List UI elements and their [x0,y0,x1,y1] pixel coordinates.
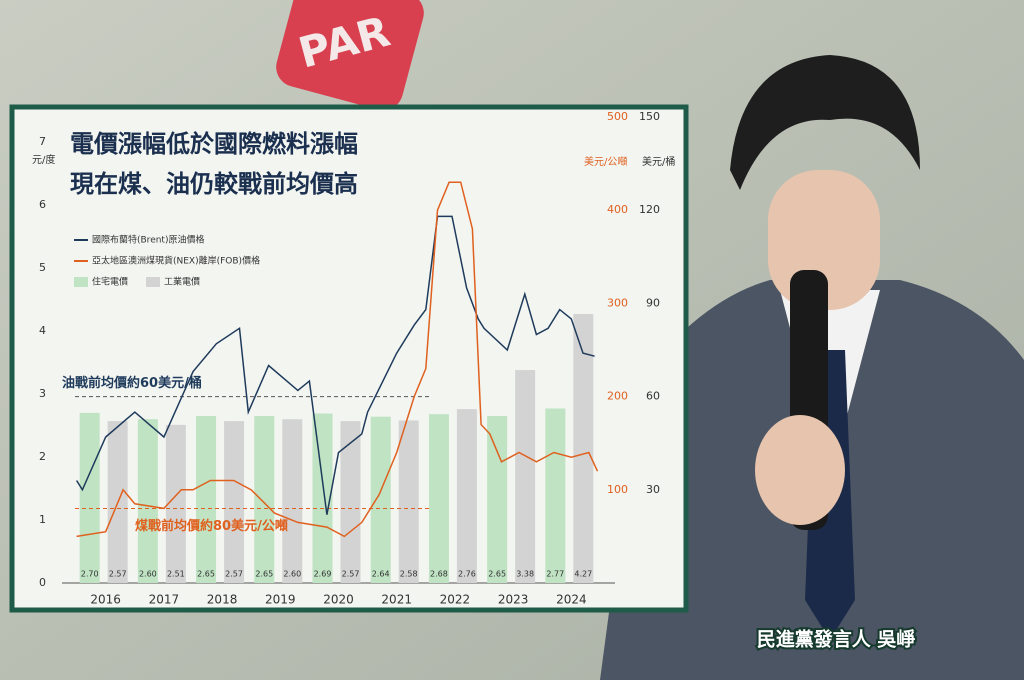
bar-value-label: 2.60 [283,570,301,579]
bar [487,416,508,583]
x-tick-label: 2022 [440,593,471,607]
y3-tick-label: 120 [639,203,660,216]
bar-value-label: 2.57 [109,570,127,579]
y-tick-label: 3 [39,387,46,400]
bar-value-label: 3.38 [516,570,534,579]
y2-tick-label: 500 [607,110,628,123]
bar-value-label: 2.76 [458,570,476,579]
chart-title: 電價漲幅低於國際燃料漲幅 [70,130,358,158]
bar-value-label: 2.65 [197,570,215,579]
y2-tick-label: 400 [607,203,628,216]
reference-label: 煤戰前均價約80美元/公噸 [135,518,288,534]
y3-tick-label: 30 [646,483,660,496]
y2-tick-label: 100 [607,483,628,496]
y3-tick-label: 60 [646,390,660,403]
x-tick-label: 2021 [381,593,412,607]
x-tick-label: 2018 [207,593,238,607]
bar-value-label: 2.64 [372,570,390,579]
bar-value-label: 2.65 [488,570,506,579]
x-tick-label: 2017 [149,593,180,607]
bar [196,416,217,583]
y2-tick-label: 300 [607,296,628,309]
bar [573,313,594,583]
reference-label: 油戰前均價約60美元/桶 [62,375,202,391]
bar [224,421,245,583]
bar-value-label: 4.27 [574,570,592,579]
y3-tick-label: 150 [639,110,660,123]
bar [515,370,536,583]
legend-label: 亞太地區澳洲煤現貨(NEX)離岸(FOB)價格 [92,255,260,267]
x-tick-label: 2020 [323,593,354,607]
sign: PAR [276,0,424,111]
bar [282,419,303,583]
bar [398,420,419,583]
bar-value-label: 2.77 [546,570,564,579]
y-tick-label: 0 [39,576,46,589]
bar-value-label: 2.57 [342,570,360,579]
y-tick-label: 4 [39,324,46,337]
bar [456,409,477,583]
legend-label: 工業電價 [164,276,200,288]
bar [428,414,449,583]
y-tick-label: 1 [39,513,46,526]
bar-value-label: 2.60 [139,570,157,579]
bar-value-label: 2.51 [167,570,185,579]
line [75,215,595,515]
bar-value-label: 2.68 [430,570,448,579]
legend-label: 國際布蘭特(Brent)原油價格 [92,234,204,246]
bar [545,408,566,583]
legend-label: 住宅電價 [92,276,128,288]
y-tick-label: 7 [39,135,46,148]
bar [254,416,275,583]
bar-value-label: 2.58 [400,570,418,579]
chart: 電價漲幅低於國際燃料漲幅 現在煤、油仍較戰前均價高 元/度 美元/公噸 美元/桶… [32,110,675,607]
line [76,181,599,538]
y2-axis-label: 美元/公噸 [584,155,627,168]
y-tick-label: 2 [39,450,46,463]
bar [340,421,361,583]
chart-title: 現在煤、油仍較戰前均價高 [70,170,358,198]
y-tick-label: 5 [39,261,46,274]
bar [137,419,158,583]
bar-value-label: 2.70 [81,570,99,579]
bar [370,416,391,583]
y3-axis-label: 美元/桶 [642,155,675,168]
bar-value-label: 2.65 [255,570,273,579]
y-axis-label: 元/度 [32,153,55,166]
caption: 民進黨發言人 吳崢 [757,628,916,651]
bar-value-label: 2.57 [225,570,243,579]
y-tick-label: 6 [39,198,46,211]
speaker [600,55,1024,680]
legend-swatch [146,277,160,287]
bar-value-label: 2.69 [314,570,332,579]
bar [312,413,333,583]
legend-swatch [74,277,88,287]
x-tick-label: 2023 [498,593,529,607]
x-tick-label: 2024 [556,593,587,607]
bar [79,412,100,583]
x-tick-label: 2019 [265,593,296,607]
bar [165,424,186,583]
y3-tick-label: 90 [646,296,660,309]
y2-tick-label: 200 [607,390,628,403]
x-tick-label: 2016 [90,593,121,607]
